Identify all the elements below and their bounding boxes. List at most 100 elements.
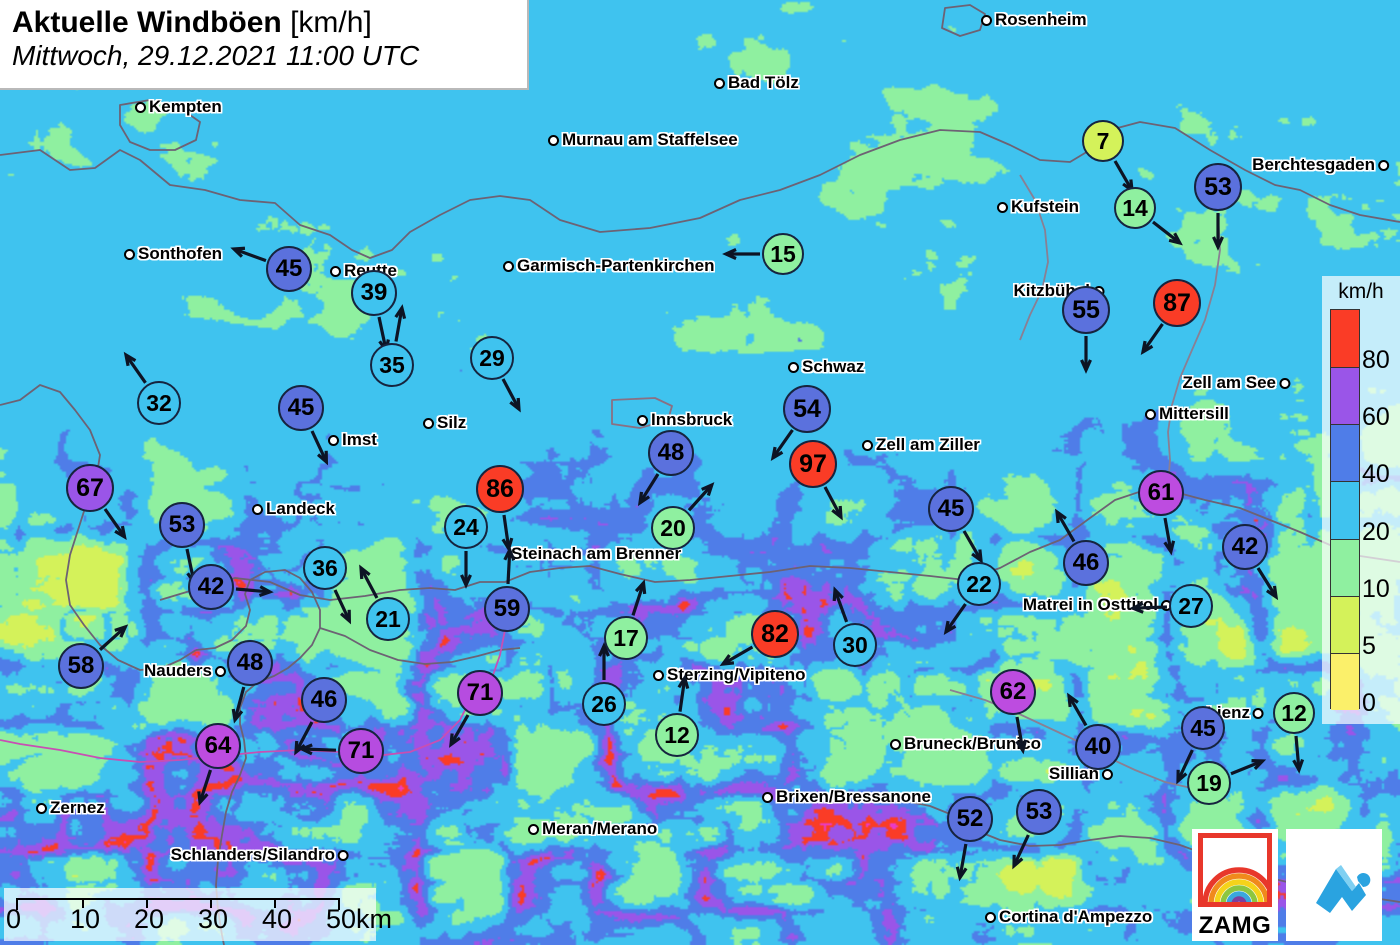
legend-band-1 [1331,367,1359,425]
wind-direction-arrow-icon [1256,567,1279,601]
wind-direction-arrow-icon [235,585,274,598]
city-marker-icon [890,738,901,750]
city-name: Garmisch-Partenkirchen [517,256,715,275]
station-value: 26 [582,682,626,726]
city-marker-icon [338,849,349,861]
wind-direction-arrow-icon [103,508,127,541]
city-marker-icon [788,361,799,373]
city-name: Brixen/Bressanone [776,787,931,806]
wind-direction-arrow-icon [677,673,690,712]
wind-direction-arrow-icon [310,429,328,466]
scale-label-0: 0 [6,904,22,934]
legend-band-2 [1331,424,1359,482]
wind-direction-arrow-icon [1066,692,1087,727]
legend-unit-label: km/h [1338,280,1384,303]
city-marker-icon [528,823,539,835]
wind-direction-arrow-icon [1152,220,1183,246]
city-name: Cortina d'Ampezzo [999,907,1153,926]
wind-direction-arrow-icon [770,429,794,462]
station-value: 55 [1062,286,1110,334]
city-marker-icon [135,101,146,113]
wind-direction-arrow-icon [503,546,516,585]
legend-tick-5: 5 [1362,631,1376,660]
legend-tick-0: 0 [1362,689,1376,717]
city-label: Brixen/Bressanone [762,787,931,807]
scale-bar: 0 10 20 30 40 50km [4,888,392,941]
wind-direction-arrow-icon [197,769,212,806]
station-value: 17 [604,616,648,660]
scale-tick [146,898,148,908]
geosphere-mountain-icon [1316,865,1371,913]
city-name: Sonthofen [138,244,223,263]
wind-direction-arrow-icon [1230,759,1267,776]
title-datetime: Mittwoch, 29.12.2021 11:00 UTC [12,39,420,71]
scale-tick [82,898,84,908]
legend-tick-10: 10 [1362,574,1390,603]
wind-direction-arrow-icon [1163,517,1176,555]
city-label: Schwaz [788,357,864,377]
city-label: Landeck [252,499,335,519]
city-marker-icon [762,791,773,803]
legend-band-4 [1331,538,1359,596]
city-label: Silz [423,413,466,433]
city-name: Zell am Ziller [876,435,980,454]
city-name: Steinach am Brenner [511,544,682,563]
city-marker-icon [1253,707,1264,719]
scale-label-1: 10 [70,904,101,934]
geosphere-logo[interactable] [1286,829,1382,941]
city-marker-icon [997,201,1008,213]
city-name: Sterzing/Vipiteno [667,665,806,684]
city-marker-icon [714,77,725,89]
city-name: Zell am See [1182,373,1276,392]
city-marker-icon [653,669,664,681]
station-value: 82 [751,610,799,658]
title-box: Aktuelle Windböen [km/h] Mittwoch, 29.12… [0,0,529,90]
city-label: Mittersill [1145,404,1229,424]
city-name: Nauders [143,661,212,680]
scale-label-3: 30 [198,904,229,934]
city-marker-icon [1279,377,1290,389]
wind-direction-arrow-icon [298,743,337,756]
wind-direction-arrow-icon [1292,735,1305,774]
city-marker-icon [985,911,996,923]
wind-direction-arrow-icon [832,586,849,623]
city-label: Zernez [36,798,105,818]
wind-direction-arrow-icon [1012,833,1030,870]
zamg-rainbow-icon [1198,833,1272,907]
city-label: Sterzing/Vipiteno [653,665,806,685]
station-value: 97 [789,440,837,488]
city-label: Bad Tölz [714,73,799,93]
page-title: Aktuelle Windböen [km/h] [12,6,527,40]
color-legend: km/h 80 60 40 20 10 5 0 [1322,276,1400,724]
wind-direction-arrow-icon [448,713,469,748]
zamg-logo[interactable]: ZAMG [1192,829,1278,941]
city-marker-icon [330,265,341,277]
title-unit: [km/h] [290,6,372,39]
city-name: Innsbruck [651,410,733,429]
wind-direction-arrow-icon [823,486,844,521]
scale-label-2: 20 [134,904,165,934]
city-label: Garmisch-Partenkirchen [503,256,714,276]
city-marker-icon [503,260,514,272]
city-name: Landeck [266,499,335,518]
scale-labels: 0 10 20 30 40 50km [4,904,392,940]
legend-tick-40: 40 [1362,460,1390,489]
city-name: Zernez [50,798,105,817]
station-value: 35 [370,343,414,387]
scale-label-4: 40 [262,904,293,934]
city-name: Mittersill [1159,404,1229,423]
city-label: Zell am Ziller [862,435,980,455]
legend-tick-80: 80 [1362,346,1390,375]
wind-direction-arrow-icon [687,481,715,512]
wind-direction-arrow-icon [719,645,754,666]
zamg-wordmark: ZAMG [1198,912,1272,939]
legend-band-6 [1331,652,1359,710]
city-marker-icon [1145,408,1156,420]
station-value: 12 [1273,692,1315,734]
city-marker-icon [124,248,135,260]
city-label: Sonthofen [124,244,222,264]
wind-direction-arrow-icon [123,352,147,385]
city-marker-icon [252,503,263,515]
city-name: Meran/Merano [542,819,658,838]
